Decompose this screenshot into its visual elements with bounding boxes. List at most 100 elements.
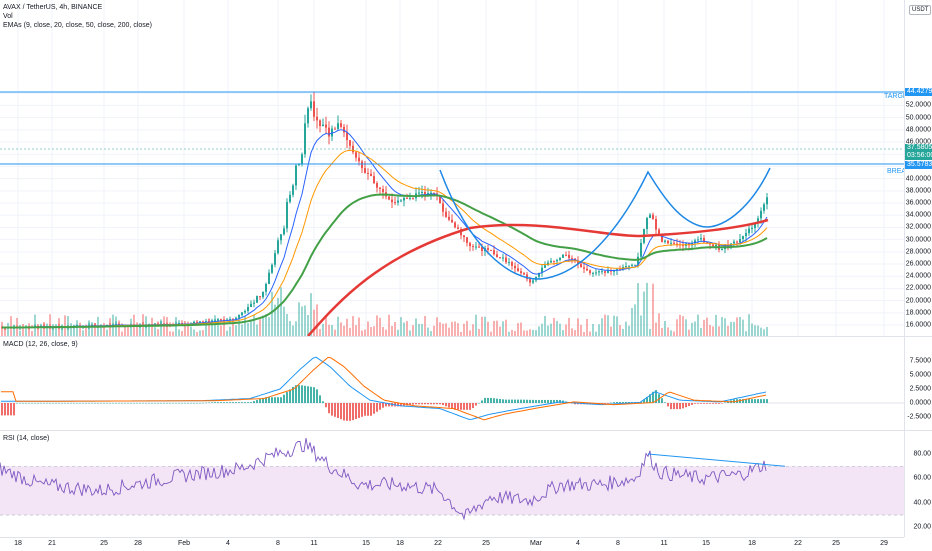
time-tick-label: 29	[880, 540, 888, 547]
volume-bar	[457, 323, 459, 336]
price-axis[interactable]: USDT 54.000052.000050.000048.000046.0000…	[904, 0, 932, 336]
candle-body	[760, 210, 762, 219]
macd-histogram-bar	[328, 403, 330, 414]
macd-histogram-bar	[541, 399, 543, 403]
macd-histogram-bar	[181, 402, 183, 404]
candle-body	[655, 218, 657, 230]
candle-body	[211, 320, 213, 322]
volume-bar	[244, 315, 246, 336]
volume-bar	[475, 314, 477, 336]
macd-histogram-bar	[121, 402, 123, 404]
time-axis[interactable]: 18 21 25 28 Feb 4 8 11 15 18 22 25 Mar 4 8 11 15 18 22 25 29	[0, 537, 904, 551]
candle-body	[430, 192, 432, 194]
macd-histogram-bar	[682, 403, 684, 409]
candle-body	[496, 254, 498, 258]
macd-histogram-bar	[616, 401, 618, 403]
macd-histogram-bar	[364, 403, 366, 416]
macd-histogram-bar	[355, 403, 357, 420]
volume-bar	[223, 316, 225, 336]
macd-histogram-bar	[124, 402, 126, 404]
volume-bar	[496, 320, 498, 336]
volume-bar	[508, 331, 510, 336]
macd-histogram-bar	[76, 402, 78, 404]
price-tick-label: 30.0000	[905, 236, 931, 244]
candle-body	[301, 154, 303, 165]
volume-bar	[55, 326, 57, 336]
macd-histogram-bar	[388, 403, 390, 407]
macd-axis[interactable]: 7.5000 5.0000 2.5000 0.0000 -2.5000	[904, 337, 932, 430]
volume-bar	[628, 325, 630, 336]
volume-bar	[505, 319, 507, 336]
macd-histogram-bar	[550, 399, 552, 403]
rsi-divergence-line	[647, 453, 786, 467]
volume-bar	[598, 324, 600, 336]
macd-histogram-bar	[640, 401, 642, 403]
macd-panel[interactable]: MACD (12, 26, close, 9)	[0, 337, 904, 430]
candle-body	[607, 270, 609, 273]
price-chart-canvas[interactable]	[0, 0, 904, 336]
candle-body	[241, 312, 243, 316]
rsi-axis[interactable]: 80.00 60.00 40.00 20.00	[904, 431, 932, 537]
macd-histogram-bar	[670, 403, 672, 410]
candle-body	[313, 101, 315, 117]
candle-body	[289, 194, 291, 202]
macd-histogram-bar	[310, 386, 312, 403]
candle-body	[742, 236, 744, 240]
macd-histogram-bar	[721, 403, 723, 404]
candle-body	[94, 324, 96, 326]
macd-histogram-bar	[664, 402, 666, 403]
candle-body	[253, 302, 255, 304]
cup-and-handle-drawing	[439, 167, 771, 280]
rsi-canvas[interactable]	[0, 431, 904, 537]
macd-histogram-bar	[385, 403, 387, 407]
macd-histogram-bar	[712, 403, 714, 404]
volume-bar	[742, 319, 744, 336]
macd-histogram-bar	[373, 403, 375, 414]
candle-body	[322, 124, 324, 127]
macd-histogram-bar	[688, 403, 690, 407]
macd-histogram-bar	[700, 403, 702, 404]
volume-bar	[652, 283, 654, 336]
candle-body	[91, 324, 93, 326]
volume-bar	[253, 314, 255, 336]
macd-histogram-bar	[619, 401, 621, 403]
volume-bar	[232, 321, 234, 336]
candle-body	[529, 279, 531, 283]
macd-histogram-bar	[691, 403, 693, 405]
currency-badge[interactable]: USDT	[909, 5, 932, 15]
candle-body	[454, 222, 456, 228]
volume-bar	[196, 331, 198, 336]
volume-bar	[538, 326, 540, 336]
macd-canvas[interactable]	[0, 337, 904, 430]
macd-histogram-bar	[718, 403, 720, 404]
break-price-tag: 35.5783	[905, 161, 932, 169]
macd-histogram-bar	[109, 402, 111, 404]
volume-bar	[463, 323, 465, 336]
candle-body	[664, 240, 666, 242]
macd-histogram-bar	[751, 399, 753, 403]
macd-histogram-bar	[715, 403, 717, 404]
macd-histogram-bar	[559, 399, 561, 403]
volume-bar	[178, 329, 180, 336]
rsi-tick-label: 60.00	[913, 474, 931, 482]
candle-body	[421, 191, 423, 193]
volume-bar	[448, 327, 450, 336]
candle-body	[310, 101, 312, 109]
macd-histogram-bar	[169, 402, 171, 404]
volume-bar	[493, 320, 495, 336]
candle-body	[565, 254, 567, 256]
candle-body	[247, 306, 249, 311]
volume-bar	[400, 317, 402, 336]
macd-histogram-bar	[316, 389, 318, 403]
macd-histogram-bar	[604, 403, 606, 404]
volume-bar	[319, 329, 321, 336]
candle-body	[469, 242, 471, 247]
price-chart-panel[interactable]: AVAX / TetherUS, 4h, BINANCE Vol EMAs (9…	[0, 0, 912, 336]
rsi-panel[interactable]: RSI (14, close)	[0, 431, 904, 537]
candle-body	[736, 241, 738, 243]
volume-bar	[322, 323, 324, 336]
volume-bar	[694, 321, 696, 336]
candle-body	[754, 222, 756, 228]
candle-body	[325, 124, 327, 128]
macd-histogram-bar	[703, 403, 705, 404]
